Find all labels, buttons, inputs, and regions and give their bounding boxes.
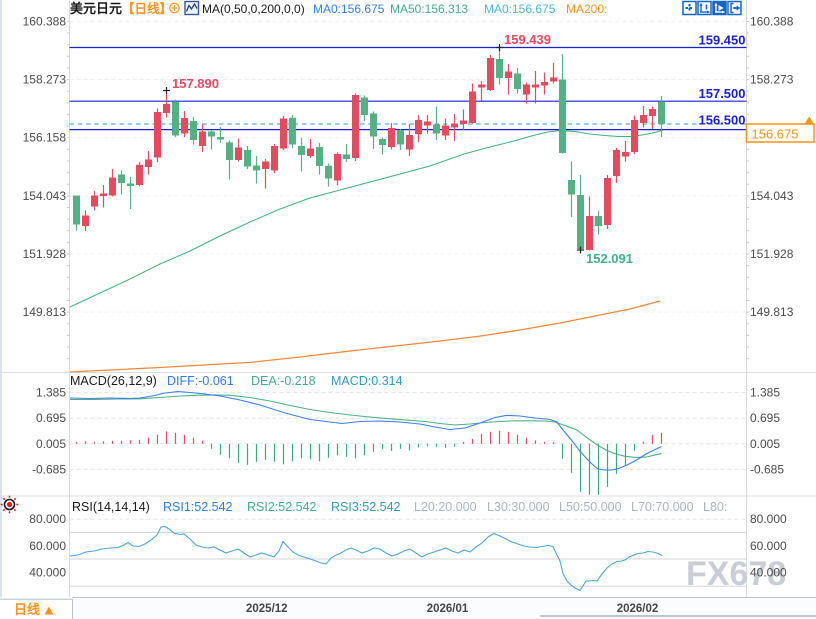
svg-text:60.000: 60.000 xyxy=(29,539,66,553)
svg-text:MA(0,50,0,200,0,0): MA(0,50,0,200,0,0) xyxy=(202,2,305,16)
svg-text:152.091: 152.091 xyxy=(586,251,633,266)
svg-text:RSI(14,14,14): RSI(14,14,14) xyxy=(72,500,150,514)
svg-text:L70:70.000: L70:70.000 xyxy=(631,500,694,514)
svg-text:156.158: 156.158 xyxy=(23,131,67,145)
svg-text:MACD(26,12,9): MACD(26,12,9) xyxy=(70,374,157,388)
svg-text:1.385: 1.385 xyxy=(36,386,66,400)
svg-text:40.000: 40.000 xyxy=(29,566,66,580)
svg-text:MA200:: MA200: xyxy=(566,2,607,16)
svg-text:MACD:0.314: MACD:0.314 xyxy=(331,374,403,388)
svg-text:0.695: 0.695 xyxy=(750,411,780,425)
svg-text:L20:20.000: L20:20.000 xyxy=(414,500,477,514)
svg-text:2026/02: 2026/02 xyxy=(617,603,659,615)
svg-text:154.043: 154.043 xyxy=(750,189,794,203)
svg-text:2026/01: 2026/01 xyxy=(427,603,469,615)
svg-text:-0.685: -0.685 xyxy=(32,462,66,476)
svg-text:RSI1:52.542: RSI1:52.542 xyxy=(163,500,233,514)
svg-text:RSI3:52.542: RSI3:52.542 xyxy=(331,500,401,514)
svg-text:149.813: 149.813 xyxy=(23,305,67,319)
svg-text:157.500: 157.500 xyxy=(699,86,746,101)
svg-text:L50:50.000: L50:50.000 xyxy=(559,500,622,514)
svg-text:160.388: 160.388 xyxy=(750,14,794,28)
svg-text:FX678: FX678 xyxy=(686,555,786,593)
svg-text:MA0:156.675: MA0:156.675 xyxy=(313,2,385,16)
svg-text:-0.685: -0.685 xyxy=(750,462,784,476)
svg-text:154.043: 154.043 xyxy=(23,189,67,203)
svg-text:60.000: 60.000 xyxy=(750,539,787,553)
svg-text:0.005: 0.005 xyxy=(750,437,780,451)
svg-text:156.675: 156.675 xyxy=(752,127,799,142)
svg-text:158.273: 158.273 xyxy=(23,73,67,87)
svg-text:L30:30.000: L30:30.000 xyxy=(487,500,550,514)
svg-text:L80:: L80: xyxy=(703,500,727,514)
svg-text:160.388: 160.388 xyxy=(23,14,67,28)
svg-text:0.695: 0.695 xyxy=(36,411,66,425)
svg-text:80.000: 80.000 xyxy=(29,512,66,526)
svg-text:1.385: 1.385 xyxy=(750,386,780,400)
svg-text:158.273: 158.273 xyxy=(750,73,794,87)
svg-text:80.000: 80.000 xyxy=(750,512,787,526)
svg-text:MA0:156.675: MA0:156.675 xyxy=(484,2,556,16)
svg-text:157.890: 157.890 xyxy=(172,76,219,91)
svg-text:MA50:156.313: MA50:156.313 xyxy=(390,2,468,16)
svg-text:【日线】: 【日线】 xyxy=(122,1,172,16)
svg-text:美元日元: 美元日元 xyxy=(70,1,122,16)
svg-text:151.928: 151.928 xyxy=(750,247,794,261)
svg-text:日线: 日线 xyxy=(14,602,40,617)
svg-text:149.813: 149.813 xyxy=(750,305,794,319)
svg-text:DIFF:-0.061: DIFF:-0.061 xyxy=(167,374,234,388)
svg-text:2025/12: 2025/12 xyxy=(246,603,288,615)
svg-text:151.928: 151.928 xyxy=(23,247,67,261)
svg-text:159.439: 159.439 xyxy=(504,32,551,47)
svg-text:40.000: 40.000 xyxy=(750,566,787,580)
svg-text:DEA:-0.218: DEA:-0.218 xyxy=(251,374,316,388)
svg-text:156.500: 156.500 xyxy=(699,113,746,128)
svg-text:159.450: 159.450 xyxy=(699,33,746,48)
svg-text:RSI2:52.542: RSI2:52.542 xyxy=(247,500,317,514)
svg-text:0.005: 0.005 xyxy=(36,437,66,451)
